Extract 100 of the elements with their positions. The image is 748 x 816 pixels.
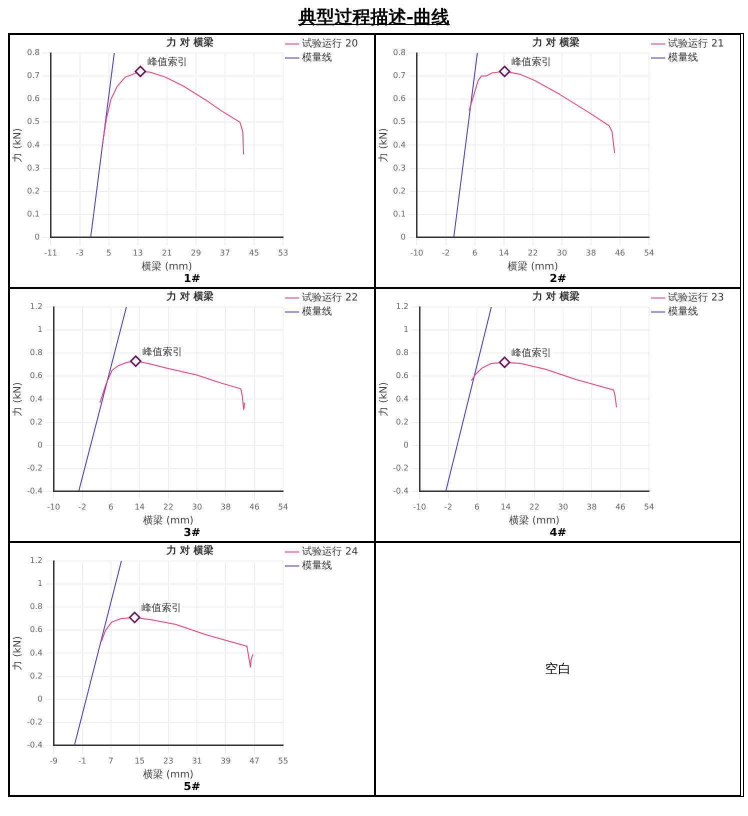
y-tick-label: 0.8 (30, 602, 43, 612)
legend-label: 模量线 (668, 52, 698, 64)
x-tick-label: 38 (220, 502, 231, 512)
y-tick-label: 0.8 (392, 48, 406, 58)
y-tick-label: 1.2 (396, 302, 409, 312)
y-tick-label: 0.4 (30, 648, 43, 658)
y-tick-label: 0.6 (26, 94, 40, 104)
x-tick-label: -9 (50, 756, 58, 766)
x-tick-label: -2 (78, 502, 86, 512)
y-tick-label: -0.4 (27, 486, 43, 496)
legend-label: 试验运行 23 (668, 292, 724, 304)
y-tick-label: 0.1 (26, 209, 40, 218)
y-tick-label: -0.2 (27, 717, 43, 726)
y-tick-label: 0.8 (396, 348, 409, 358)
text: 5# (182, 780, 202, 793)
text: 2# (548, 272, 568, 285)
x-tick-label: -2 (444, 502, 452, 512)
annotation: 峰值索引 (142, 602, 182, 614)
chart-title: 力 对 横梁 (166, 544, 214, 557)
y-tick-label: 1 (38, 325, 43, 334)
y-tick-label: 0.7 (392, 71, 406, 80)
x-tick-label: 55 (278, 756, 288, 766)
annotation: 峰值索引 (147, 56, 188, 68)
x-tick-label: 22 (163, 502, 174, 512)
y-axis-title: 力 (kN) (12, 382, 24, 416)
x-tick-label: 39 (220, 756, 231, 766)
text: 1# (182, 272, 202, 285)
x-tick-label: 54 (644, 502, 654, 512)
x-tick-label: 22 (529, 502, 540, 512)
x-tick-label: 47 (249, 756, 260, 766)
x-tick-label: -10 (410, 248, 424, 258)
y-tick-label: 0.5 (392, 117, 406, 126)
legend-label: 试验运行 20 (302, 38, 358, 50)
y-tick-label: 0.6 (392, 94, 406, 104)
y-tick-label: 0.8 (26, 48, 40, 58)
y-tick-label: -0.4 (27, 740, 43, 750)
y-tick-label: 0.3 (26, 163, 40, 172)
text: 4# (548, 526, 568, 539)
chart-title: 力 对 横梁 (166, 36, 214, 49)
x-tick-label: 45 (248, 248, 260, 258)
y-tick-label: 0.4 (30, 394, 43, 404)
y-tick-label: 0 (38, 694, 43, 704)
y-tick-label: 1.2 (30, 302, 43, 312)
x-tick-label: 37 (220, 248, 230, 258)
x-tick-label: 53 (278, 248, 288, 258)
annotation: 峰值索引 (512, 346, 552, 359)
legend-label: 试验运行 22 (302, 292, 358, 304)
chart-title: 力 对 横梁 (532, 290, 580, 303)
x-tick-label: 6 (108, 502, 114, 512)
x-tick-label: -10 (47, 502, 60, 512)
x-tick-label: 22 (528, 248, 538, 258)
y-axis-title: 力 (kN) (12, 128, 24, 162)
x-tick-label: 46 (249, 502, 260, 512)
x-tick-label: 5 (106, 248, 112, 258)
y-tick-label: -0.4 (393, 486, 409, 496)
x-tick-label: 30 (192, 502, 202, 512)
y-tick-label: 0.6 (30, 371, 43, 380)
x-tick-label: 7 (108, 756, 114, 766)
x-axis-title: 横梁 (mm) (142, 260, 192, 273)
legend-label: 模量线 (302, 560, 332, 572)
x-axis-title: 横梁 (mm) (143, 768, 194, 781)
x-axis-title: 横梁 (mm) (143, 514, 194, 527)
x-tick-label: 54 (278, 502, 288, 512)
legend-label: 试验运行 24 (302, 546, 358, 558)
y-tick-label: 0.7 (26, 71, 40, 80)
y-tick-label: 0.8 (30, 348, 43, 358)
y-tick-label: 0 (400, 232, 406, 242)
y-tick-label: 0.1 (392, 209, 406, 218)
text: 3# (182, 526, 202, 539)
y-tick-label: 1 (404, 325, 409, 334)
y-tick-label: 0.4 (396, 394, 409, 404)
text: 空白 (376, 543, 740, 795)
x-tick-label: 46 (615, 502, 626, 512)
text: 典型过程描述-曲线 (297, 6, 451, 30)
y-tick-label: -0.2 (393, 463, 409, 472)
x-tick-label: 31 (192, 756, 202, 766)
y-tick-label: 0.3 (392, 163, 406, 172)
y-tick-label: 0.2 (30, 417, 43, 426)
x-tick-label: -1 (78, 756, 86, 766)
y-tick-label: 1 (38, 579, 43, 588)
y-axis-title: 力 (kN) (12, 636, 24, 670)
y-tick-label: 0.6 (30, 625, 43, 634)
legend-label: 试验运行 21 (668, 38, 724, 50)
x-tick-label: -10 (413, 502, 426, 512)
x-tick-label: -3 (76, 248, 84, 258)
x-tick-label: 38 (586, 248, 596, 258)
y-tick-label: 0.2 (30, 671, 43, 680)
x-axis-title: 横梁 (mm) (508, 260, 558, 273)
annotation: 峰值索引 (142, 346, 183, 358)
y-tick-label: 0.2 (26, 186, 40, 196)
x-tick-label: 13 (132, 248, 143, 258)
y-axis-title: 力 (kN) (378, 128, 390, 162)
x-tick-label: 15 (134, 756, 145, 766)
legend-label: 模量线 (302, 306, 332, 318)
y-tick-label: 0.2 (392, 186, 406, 196)
y-tick-label: 0 (404, 440, 409, 450)
x-tick-label: 30 (556, 248, 568, 258)
annotation: 峰值索引 (512, 56, 552, 68)
y-tick-label: 1.2 (30, 556, 43, 566)
x-axis-title: 横梁 (mm) (509, 514, 560, 527)
